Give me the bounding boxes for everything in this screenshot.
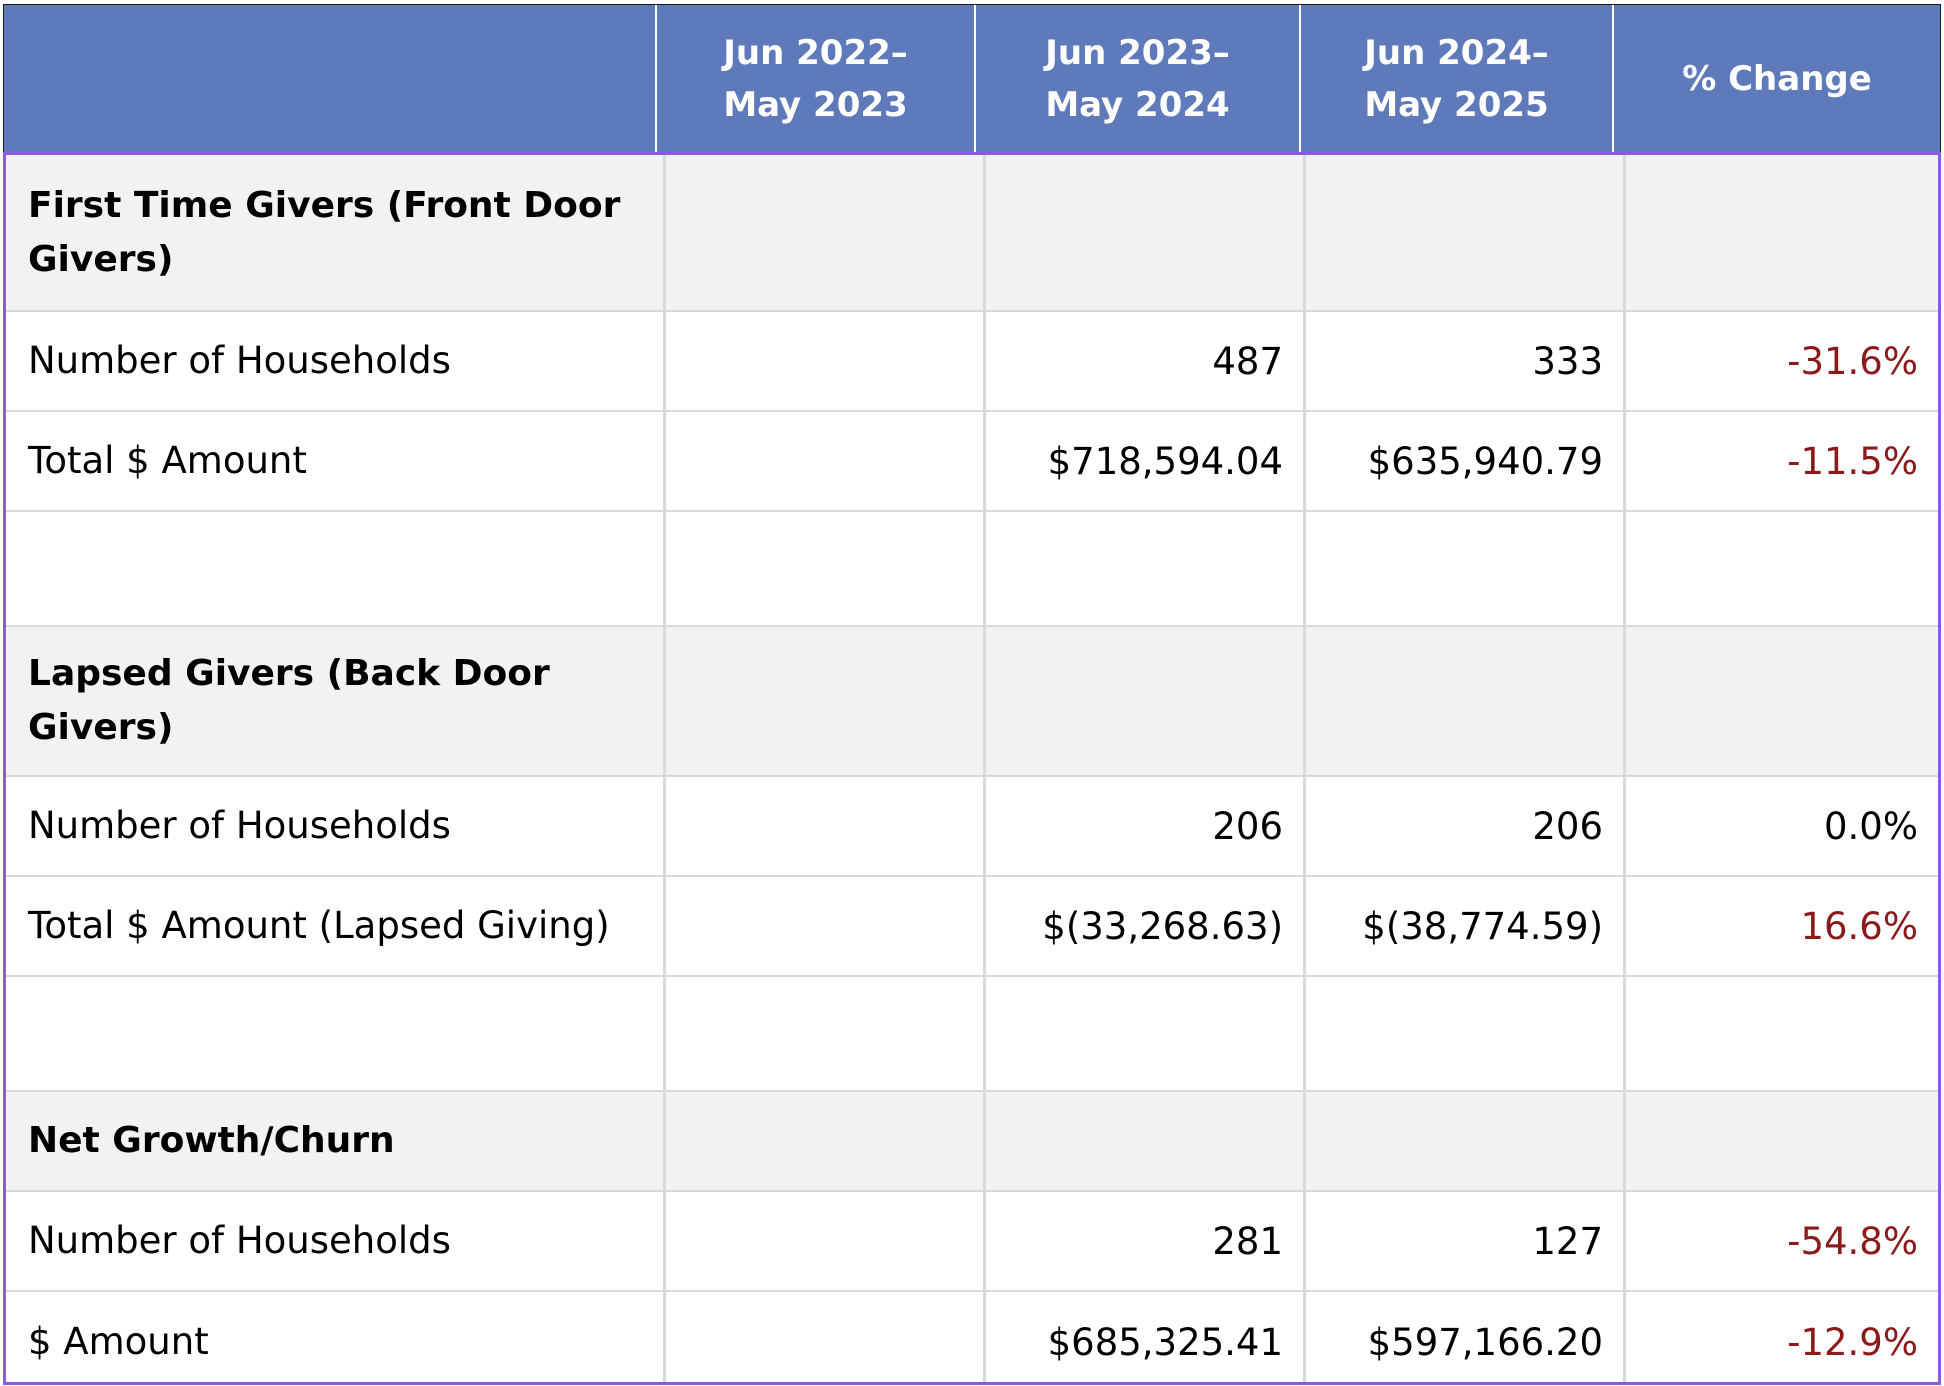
cell-2022: [663, 777, 983, 875]
section-header-row: Net Growth/Churn: [6, 1092, 1938, 1192]
header-period-2024: Jun 2024– May 2025: [1364, 32, 1549, 125]
table-row: $ Amount $685,325.41 $597,166.20 -12.9%: [6, 1292, 1938, 1382]
section-title: Net Growth/Churn: [28, 1120, 395, 1161]
cell-2023: $718,594.04: [1047, 439, 1283, 483]
row-label: $ Amount: [28, 1320, 209, 1363]
cell-2024: 127: [1532, 1219, 1603, 1263]
row-label: Number of Households: [28, 339, 451, 382]
table-row: Number of Households 487 333 -31.6%: [6, 312, 1938, 412]
cell-2024: $635,940.79: [1367, 439, 1603, 483]
row-label: Total $ Amount: [28, 439, 307, 482]
cell-2024: 333: [1532, 339, 1603, 383]
cell-2022: [663, 312, 983, 410]
cell-percent-change: -54.8%: [1787, 1219, 1918, 1263]
header-divider: [974, 5, 976, 152]
cell-2023: $685,325.41: [1047, 1320, 1283, 1364]
table-row: Number of Households 281 127 -54.8%: [6, 1192, 1938, 1292]
cell-percent-change: -12.9%: [1787, 1320, 1918, 1364]
cell-2023: $(33,268.63): [1042, 904, 1283, 948]
cell-2024: $(38,774.59): [1362, 904, 1603, 948]
cell-2022: [663, 877, 983, 975]
cell-2024: $597,166.20: [1367, 1320, 1603, 1364]
column-divider: [1623, 155, 1626, 1382]
column-divider: [663, 155, 666, 1382]
column-divider: [1303, 155, 1306, 1382]
column-divider: [983, 155, 986, 1382]
header-divider: [655, 5, 657, 152]
cell-percent-change: -31.6%: [1787, 339, 1918, 383]
table-row: Total $ Amount (Lapsed Giving) $(33,268.…: [6, 877, 1938, 977]
spacer-row: [6, 512, 1938, 627]
cell-percent-change: 0.0%: [1824, 804, 1918, 848]
section-title: Lapsed Givers (Back Door Givers): [28, 653, 550, 748]
header-percent-change: % Change: [1682, 58, 1872, 99]
cell-2023: 281: [1212, 1219, 1283, 1263]
section-title: First Time Givers (Front Door Givers): [28, 184, 621, 280]
table-row: Number of Households 206 206 0.0%: [6, 777, 1938, 877]
cell-2023: 487: [1212, 339, 1283, 383]
row-label: Number of Households: [28, 804, 451, 847]
cell-2023: 206: [1212, 804, 1283, 848]
header-period-2023: Jun 2023– May 2024: [1045, 32, 1230, 125]
section-header-row: First Time Givers (Front Door Givers): [6, 155, 1938, 312]
header-divider: [1299, 5, 1301, 152]
row-label: Total $ Amount (Lapsed Giving): [28, 904, 610, 947]
spacer-row: [6, 977, 1938, 1092]
data-table-body: First Time Givers (Front Door Givers) Nu…: [3, 152, 1941, 1385]
cell-2022: [663, 1292, 983, 1382]
cell-percent-change: -11.5%: [1787, 439, 1918, 483]
table-row: Total $ Amount $718,594.04 $635,940.79 -…: [6, 412, 1938, 512]
table-header: Jun 2022– May 2023 Jun 2023– May 2024 Ju…: [3, 4, 1941, 153]
cell-percent-change: 16.6%: [1800, 904, 1918, 948]
cell-2024: 206: [1532, 804, 1603, 848]
row-label: Number of Households: [28, 1219, 451, 1262]
cell-2022: [663, 1192, 983, 1290]
header-label-blank: [4, 5, 655, 152]
header-divider: [1612, 5, 1614, 152]
section-header-row: Lapsed Givers (Back Door Givers): [6, 627, 1938, 777]
header-period-2022: Jun 2022– May 2023: [723, 32, 908, 125]
cell-2022: [663, 412, 983, 510]
